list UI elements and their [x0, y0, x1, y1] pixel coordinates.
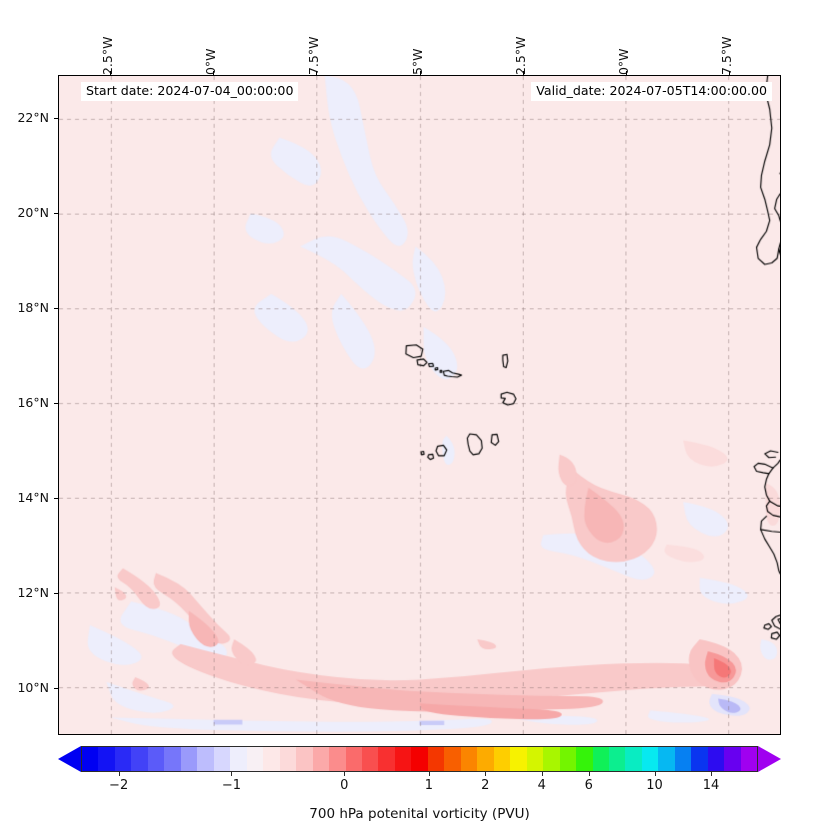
colorbar-segment-4	[147, 747, 165, 771]
y-tick-label-5: 20°N	[17, 204, 49, 220]
colorbar-segment-29	[559, 747, 577, 771]
x-tick-mark-1	[212, 71, 214, 75]
colorbar-extend-high-arrow	[758, 746, 781, 772]
map-plot-area: Start date: 2024-07-04_00:00:00 Valid_da…	[58, 75, 781, 735]
colorbar-tick-label-6: 6	[584, 778, 593, 793]
colorbar-segment-38	[707, 747, 725, 771]
colorbar-segment-21	[427, 747, 445, 771]
y-tick-mark-1	[54, 592, 58, 594]
colorbar-segment-36	[674, 747, 692, 771]
colorbar-segment-18	[378, 747, 395, 771]
colorbar-segment-40	[740, 747, 758, 771]
x-tick-mark-2	[316, 71, 318, 75]
y-tick-mark-6	[54, 117, 58, 119]
colorbar-segment-34	[641, 747, 659, 771]
y-tick-label-3: 16°N	[17, 394, 49, 410]
potential-vorticity-shading	[59, 76, 780, 734]
colorbar-tick-mark-7	[654, 772, 656, 776]
colorbar-segment-17	[361, 747, 379, 771]
colorbar-segment-13	[296, 747, 313, 771]
colorbar-tick-label-4: 2	[481, 778, 490, 793]
y-tick-mark-5	[54, 212, 58, 214]
x-tick-mark-4	[522, 71, 524, 75]
colorbar-segment-26	[510, 747, 527, 771]
y-tick-label-6: 22°N	[17, 109, 49, 125]
colorbar-extend-low-arrow	[58, 746, 81, 772]
y-tick-mark-2	[54, 497, 58, 499]
colorbar-tick-mark-3	[428, 772, 430, 776]
colorbar-segment-3	[131, 747, 148, 771]
colorbar-segment-7	[197, 747, 214, 771]
colorbar-segment-14	[312, 747, 330, 771]
colorbar-segment-37	[691, 747, 708, 771]
x-tick-mark-5	[626, 71, 628, 75]
colorbar-tick-mark-8	[711, 772, 713, 776]
colorbar-segment-1	[98, 747, 115, 771]
x-tick-mark-6	[729, 71, 731, 75]
colorbar-segment-0	[82, 747, 99, 771]
colorbar-segment-31	[592, 747, 609, 771]
x-tick-mark-3	[419, 71, 421, 75]
colorbar-segment-20	[411, 747, 428, 771]
colorbar-segment-9	[230, 747, 247, 771]
colorbar-segment-2	[114, 747, 132, 771]
colorbar-tick-label-0: −2	[109, 778, 129, 793]
colorbar-tick-label-5: 4	[537, 778, 546, 793]
colorbar: −2 −1 0 1 2 4 6 10 14	[58, 746, 781, 793]
colorbar-segment-5	[164, 747, 181, 771]
colorbar-tick-mark-4	[485, 772, 487, 776]
colorbar-segment-35	[658, 747, 675, 771]
colorbar-segment-39	[724, 747, 741, 771]
colorbar-tick-label-2: 0	[340, 778, 349, 793]
colorbar-tick-label-3: 1	[424, 778, 434, 793]
colorbar-tick-mark-0	[118, 772, 120, 776]
y-tick-mark-0	[54, 687, 58, 689]
colorbar-tick-mark-5	[541, 772, 543, 776]
x-tick-mark-0	[109, 71, 111, 75]
colorbar-tick-label-8: 14	[702, 778, 720, 793]
colorbar-segment-6	[180, 747, 198, 771]
colorbar-segment-25	[493, 747, 511, 771]
colorbar-tick-mark-6	[588, 772, 590, 776]
colorbar-segment-32	[609, 747, 626, 771]
colorbar-segment-27	[526, 747, 544, 771]
colorbar-tick-label-7: 10	[646, 778, 663, 793]
colorbar-tick-label-1: −1	[221, 778, 242, 793]
y-tick-mark-3	[54, 402, 58, 404]
colorbar-segment-23	[460, 747, 478, 771]
colorbar-title: 700 hPa potenital vorticity (PVU)	[309, 806, 530, 822]
colorbar-tick-mark-2	[344, 772, 346, 776]
colorbar-segment-33	[625, 747, 642, 771]
colorbar-segment-28	[543, 747, 560, 771]
y-tick-label-4: 18°N	[17, 299, 49, 315]
colorbar-segment-24	[477, 747, 494, 771]
colorbar-segment-15	[329, 747, 346, 771]
valid-date-annotation: Valid_date: 2024-07-05T14:00:00.00	[531, 82, 772, 101]
colorbar-segment-8	[213, 747, 231, 771]
y-tick-label-0: 10°N	[17, 679, 49, 695]
colorbar-segment-11	[263, 747, 280, 771]
colorbar-segment-12	[279, 747, 297, 771]
colorbar-segment-16	[345, 747, 362, 771]
colorbar-segments	[81, 746, 758, 772]
colorbar-tick-mark-1	[231, 772, 233, 776]
y-tick-mark-4	[54, 307, 58, 309]
colorbar-segment-10	[246, 747, 264, 771]
colorbar-segment-22	[444, 747, 461, 771]
start-date-annotation: Start date: 2024-07-04_00:00:00	[81, 82, 299, 101]
colorbar-segment-19	[394, 747, 412, 771]
y-tick-label-1: 12°N	[17, 584, 49, 600]
y-tick-label-2: 14°N	[17, 489, 49, 505]
colorbar-segment-30	[576, 747, 593, 771]
